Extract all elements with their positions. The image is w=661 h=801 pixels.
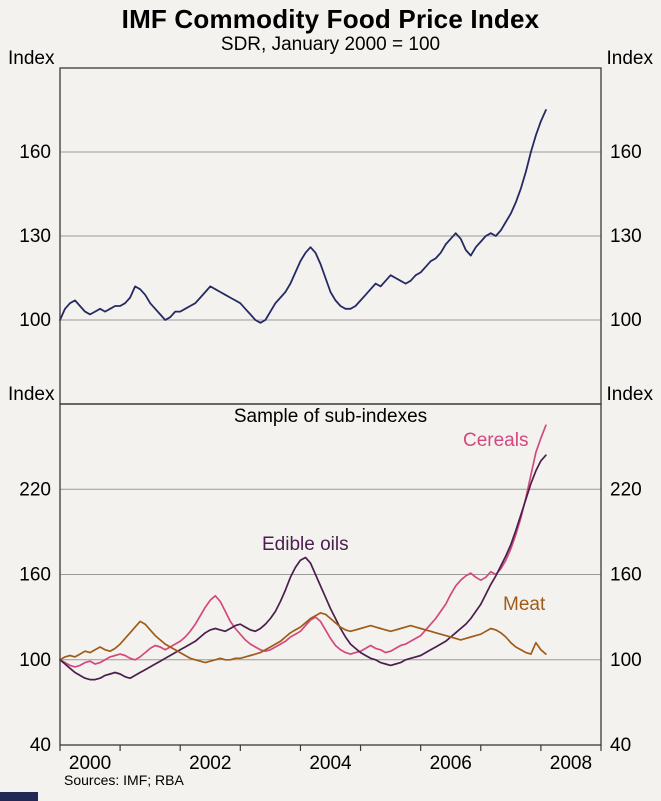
- y-axis-label-bottom-left: Index: [8, 384, 55, 405]
- svg-text:40: 40: [30, 735, 51, 756]
- y-axis-label-bottom-right: Index: [606, 384, 653, 405]
- series-label-edible-oils: Edible oils: [262, 534, 349, 555]
- svg-text:160: 160: [610, 565, 642, 586]
- svg-text:100: 100: [19, 310, 51, 331]
- svg-text:2004: 2004: [309, 753, 352, 774]
- footer-bar-fragment: [0, 792, 38, 801]
- svg-text:130: 130: [610, 226, 642, 247]
- svg-text:40: 40: [610, 735, 631, 756]
- svg-text:100: 100: [19, 650, 51, 671]
- svg-text:160: 160: [19, 565, 51, 586]
- svg-text:220: 220: [610, 479, 642, 500]
- svg-text:160: 160: [610, 142, 642, 163]
- series-label-meat: Meat: [503, 594, 546, 615]
- subpanel-title: Sample of sub-indexes: [233, 406, 428, 427]
- series-label-cereals: Cereals: [463, 430, 529, 451]
- chart-subtitle: SDR, January 2000 = 100: [220, 34, 441, 55]
- y-axis-label-top-left: Index: [8, 48, 55, 69]
- svg-text:2000: 2000: [69, 753, 111, 774]
- svg-text:2002: 2002: [189, 753, 231, 774]
- svg-text:100: 100: [610, 650, 642, 671]
- svg-text:130: 130: [19, 226, 51, 247]
- svg-text:2006: 2006: [430, 753, 472, 774]
- source-note: Sources: IMF; RBA: [64, 772, 184, 788]
- svg-text:2008: 2008: [550, 753, 592, 774]
- svg-text:100: 100: [610, 310, 642, 331]
- chart-title: IMF Commodity Food Price Index: [121, 4, 540, 34]
- svg-text:220: 220: [19, 479, 51, 500]
- y-axis-label-top-right: Index: [606, 48, 653, 69]
- svg-text:160: 160: [19, 142, 51, 163]
